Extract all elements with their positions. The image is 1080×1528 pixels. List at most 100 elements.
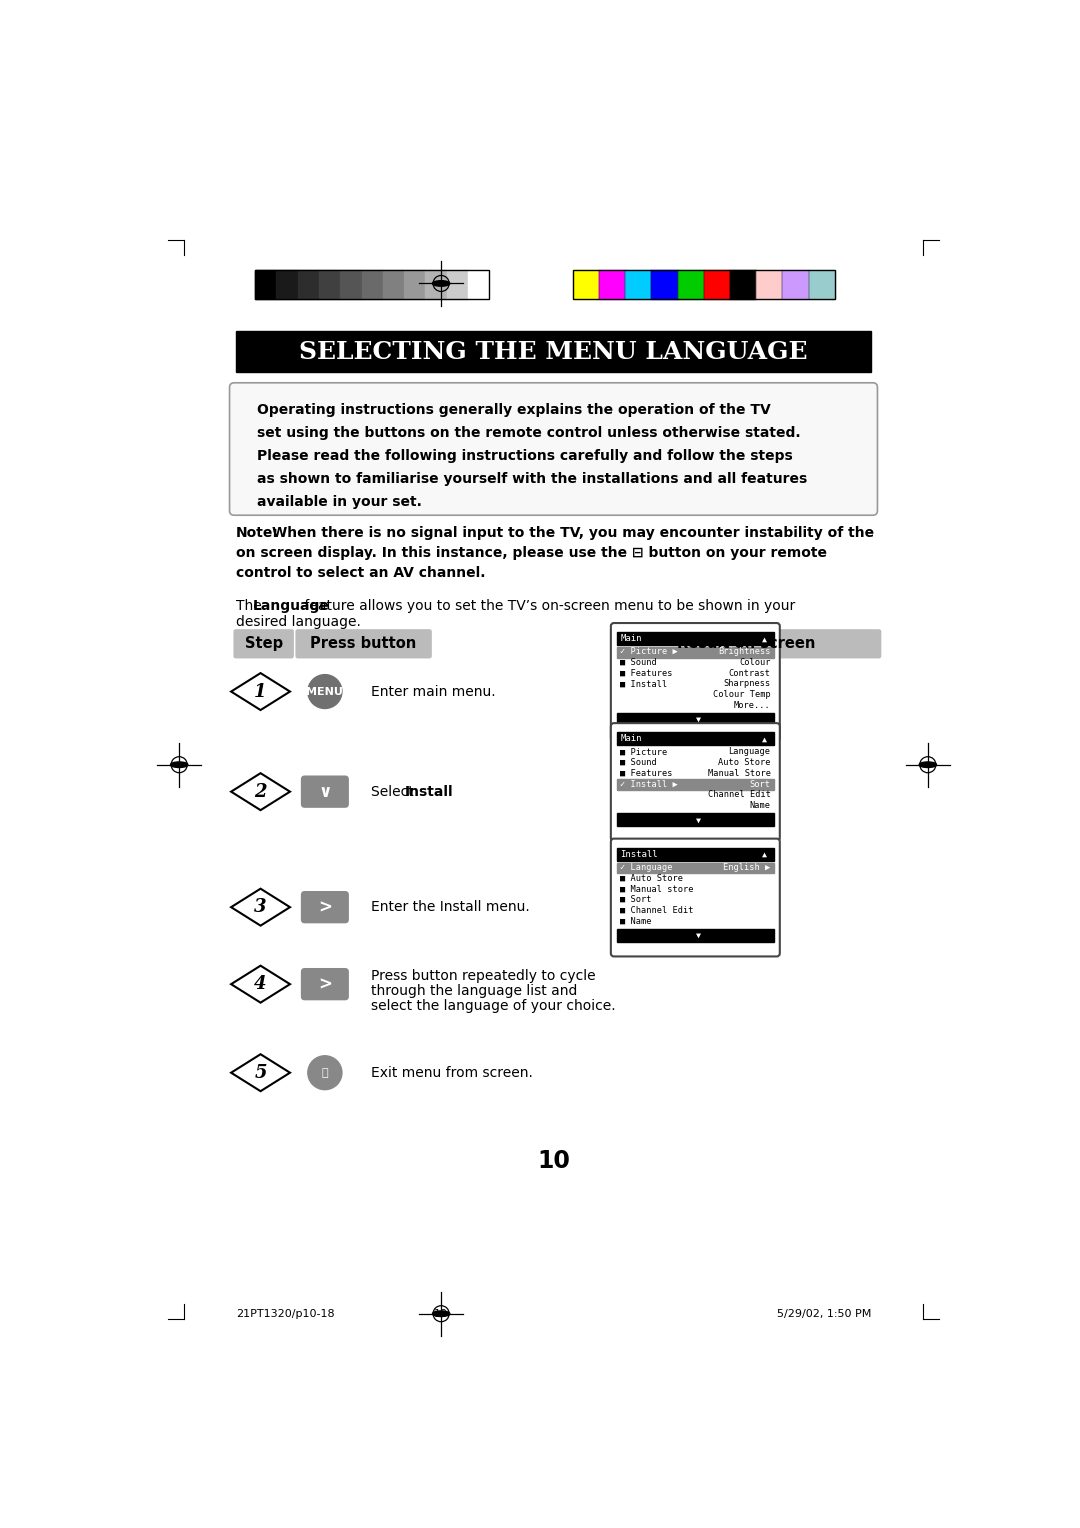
Text: Result on screen: Result on screen — [677, 636, 815, 651]
FancyBboxPatch shape — [611, 839, 780, 957]
Text: ■ Name: ■ Name — [620, 917, 651, 926]
Bar — [255, 269, 489, 299]
Text: ▲: ▲ — [761, 850, 767, 859]
Text: ■ Sound: ■ Sound — [620, 659, 657, 666]
Text: 21PT1320/p10-18: 21PT1320/p10-18 — [235, 1308, 335, 1319]
Text: ▲: ▲ — [761, 634, 767, 643]
Text: Main: Main — [620, 735, 642, 744]
FancyBboxPatch shape — [296, 630, 432, 659]
Text: 4: 4 — [254, 975, 267, 993]
Ellipse shape — [432, 1311, 449, 1317]
Text: ■ Features: ■ Features — [620, 669, 673, 678]
Text: control to select an AV channel.: control to select an AV channel. — [235, 565, 485, 581]
Text: >: > — [318, 898, 332, 917]
Text: MENU: MENU — [307, 686, 343, 697]
Bar — [404, 269, 426, 299]
Text: ✓ Language: ✓ Language — [620, 863, 673, 872]
Text: English ▶: English ▶ — [724, 863, 770, 872]
Text: ■ Picture: ■ Picture — [620, 747, 667, 756]
Text: ■ Sound: ■ Sound — [620, 758, 657, 767]
Bar — [617, 929, 773, 941]
Bar — [617, 848, 773, 860]
Text: Language: Language — [729, 747, 770, 756]
Text: Note:: Note: — [235, 526, 279, 539]
Bar — [756, 269, 782, 299]
Bar — [382, 269, 404, 299]
Text: Colour Temp: Colour Temp — [713, 691, 770, 700]
Bar — [704, 269, 730, 299]
Polygon shape — [231, 966, 291, 1002]
Text: Sharpness: Sharpness — [724, 680, 770, 689]
Bar — [572, 269, 599, 299]
Bar — [730, 269, 756, 299]
Text: 10: 10 — [434, 1308, 448, 1319]
Text: ▲: ▲ — [761, 735, 767, 744]
Bar — [447, 269, 468, 299]
Text: Enter the Install menu.: Enter the Install menu. — [372, 900, 530, 914]
Text: on screen display. In this instance, please use the ⊟ button on your remote: on screen display. In this instance, ple… — [235, 545, 827, 561]
Text: as shown to familiarise yourself with the installations and all features: as shown to familiarise yourself with th… — [257, 472, 808, 486]
FancyBboxPatch shape — [611, 723, 780, 840]
Bar — [617, 779, 773, 790]
Text: ■ Auto Store: ■ Auto Store — [620, 874, 684, 883]
Text: ▼: ▼ — [696, 715, 701, 724]
Polygon shape — [231, 1054, 291, 1091]
FancyBboxPatch shape — [301, 969, 349, 1001]
FancyBboxPatch shape — [611, 623, 780, 741]
Text: ▼: ▼ — [696, 816, 701, 824]
FancyBboxPatch shape — [611, 630, 881, 659]
Text: Language: Language — [253, 599, 329, 613]
Text: Manual Store: Manual Store — [707, 769, 770, 778]
Text: ▼: ▼ — [696, 931, 701, 940]
Text: Brightness: Brightness — [718, 648, 770, 656]
Text: Auto Store: Auto Store — [718, 758, 770, 767]
Text: through the language list and: through the language list and — [372, 984, 578, 998]
Ellipse shape — [432, 281, 449, 286]
Bar — [617, 862, 773, 874]
Text: Sort: Sort — [750, 779, 770, 788]
Text: When there is no signal input to the TV, you may encounter instability of the: When there is no signal input to the TV,… — [272, 526, 875, 539]
Circle shape — [308, 1056, 342, 1089]
Text: set using the buttons on the remote control unless otherwise stated.: set using the buttons on the remote cont… — [257, 426, 801, 440]
Text: 5: 5 — [254, 1063, 267, 1082]
Text: Main: Main — [620, 634, 642, 643]
Polygon shape — [231, 773, 291, 810]
Text: feature allows you to set the TV’s on-screen menu to be shown in your: feature allows you to set the TV’s on-sc… — [300, 599, 795, 613]
Text: Channel Edit: Channel Edit — [707, 790, 770, 799]
Text: ■ Manual store: ■ Manual store — [620, 885, 693, 894]
Text: Please read the following instructions carefully and follow the steps: Please read the following instructions c… — [257, 449, 793, 463]
FancyBboxPatch shape — [301, 776, 349, 808]
Bar — [468, 269, 489, 299]
Circle shape — [308, 675, 342, 709]
Text: 2: 2 — [254, 782, 267, 801]
Text: Step: Step — [244, 636, 283, 651]
Polygon shape — [231, 889, 291, 926]
Text: ■ Features: ■ Features — [620, 769, 673, 778]
Text: 1: 1 — [254, 683, 267, 700]
Bar — [617, 633, 773, 645]
Text: 5/29/02, 1:50 PM: 5/29/02, 1:50 PM — [777, 1308, 872, 1319]
Text: ■ Install: ■ Install — [620, 680, 667, 689]
Text: ✓ Install ▶: ✓ Install ▶ — [620, 779, 678, 788]
Text: Install: Install — [405, 785, 454, 799]
Bar — [599, 269, 625, 299]
Text: 10: 10 — [537, 1149, 570, 1174]
Bar — [362, 269, 382, 299]
FancyBboxPatch shape — [230, 384, 877, 515]
Bar — [625, 269, 651, 299]
Text: Install: Install — [620, 850, 658, 859]
Text: ∨: ∨ — [319, 782, 332, 801]
Bar — [276, 269, 298, 299]
Bar — [809, 269, 835, 299]
Text: Select: Select — [372, 785, 419, 799]
Text: Enter main menu.: Enter main menu. — [372, 685, 496, 698]
Polygon shape — [231, 672, 291, 711]
Bar — [617, 813, 773, 827]
FancyBboxPatch shape — [301, 891, 349, 923]
Ellipse shape — [171, 762, 188, 767]
Text: Exit menu from screen.: Exit menu from screen. — [372, 1065, 534, 1080]
Text: Colour: Colour — [739, 659, 770, 666]
Bar — [617, 646, 773, 657]
Text: SELECTING THE MENU LANGUAGE: SELECTING THE MENU LANGUAGE — [299, 341, 808, 364]
Bar — [235, 332, 872, 371]
